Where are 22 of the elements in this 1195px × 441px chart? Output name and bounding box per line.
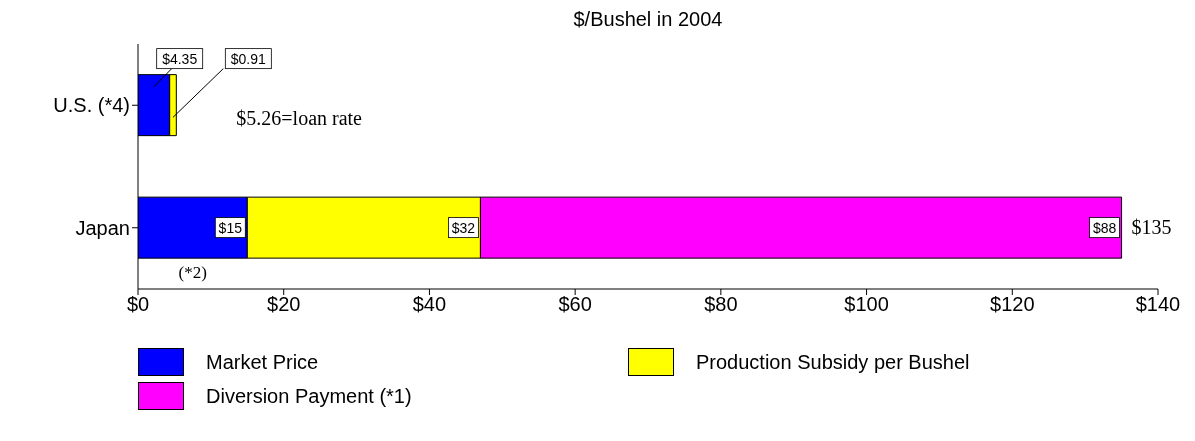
annotation: (*2): [178, 263, 207, 283]
y-tick-label: U.S. (*4): [53, 94, 130, 117]
data-label: $0.91: [230, 50, 267, 67]
legend-label: Production Subsidy per Bushel: [696, 350, 970, 374]
total-label: $5.26=loan rate: [236, 107, 363, 130]
total-label: $135: [1131, 215, 1172, 238]
y-tick-label: Japan: [75, 216, 130, 239]
x-tick-label: $60: [558, 293, 592, 316]
chart-title: $/Bushel in 2004: [572, 8, 724, 32]
x-tick-label: $0: [126, 293, 150, 316]
data-label: $15: [218, 219, 243, 236]
x-tick-label: $120: [990, 293, 1035, 316]
data-label: $32: [451, 219, 476, 236]
data-label: $4.35: [162, 50, 198, 67]
x-tick-label: $100: [844, 293, 889, 316]
data-label: $88: [1092, 219, 1117, 236]
legend-label: Diversion Payment (*1): [206, 384, 412, 408]
x-tick-label: $140: [1135, 293, 1181, 316]
x-tick-label: $40: [412, 293, 447, 316]
legend-label: Market Price: [206, 350, 319, 374]
x-tick-label: $80: [704, 293, 738, 316]
x-tick-label: $20: [267, 293, 301, 316]
